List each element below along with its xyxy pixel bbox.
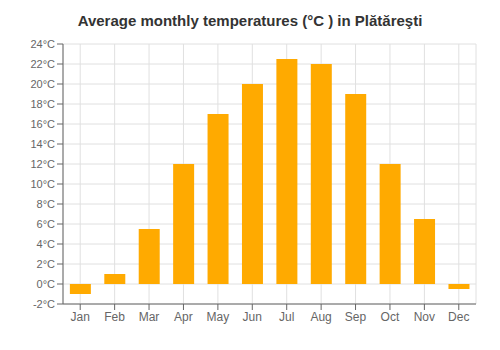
svg-text:0°C: 0°C	[37, 278, 56, 290]
svg-text:2°C: 2°C	[37, 258, 56, 270]
svg-text:6°C: 6°C	[37, 218, 56, 230]
svg-text:18°C: 18°C	[30, 98, 55, 110]
svg-text:16°C: 16°C	[30, 118, 55, 130]
svg-text:20°C: 20°C	[30, 78, 55, 90]
svg-text:Apr: Apr	[174, 310, 193, 324]
svg-text:Jun: Jun	[243, 310, 262, 324]
svg-text:12°C: 12°C	[30, 158, 55, 170]
svg-text:-2°C: -2°C	[33, 298, 55, 310]
svg-text:Nov: Nov	[414, 310, 435, 324]
svg-text:Oct: Oct	[381, 310, 400, 324]
svg-text:Sep: Sep	[345, 310, 367, 324]
html-text:Average monthly temperatures (: Average monthly temperatures (°C ) in Pl…	[77, 12, 423, 29]
svg-text:Aug: Aug	[310, 310, 331, 324]
svg-text:8°C: 8°C	[37, 198, 56, 210]
svg-text:4°C: 4°C	[37, 238, 56, 250]
svg-text:10°C: 10°C	[30, 178, 55, 190]
svg-text:22°C: 22°C	[30, 58, 55, 70]
svg-text:Feb: Feb	[104, 310, 125, 324]
svg-text:Jan: Jan	[71, 310, 90, 324]
svg-text:Dec: Dec	[448, 310, 469, 324]
svg-text:Mar: Mar	[139, 310, 160, 324]
svg-text:24°C: 24°C	[30, 38, 55, 50]
svg-text:14°C: 14°C	[30, 138, 55, 150]
svg-text:Jul: Jul	[279, 310, 294, 324]
svg-text:May: May	[207, 310, 230, 324]
